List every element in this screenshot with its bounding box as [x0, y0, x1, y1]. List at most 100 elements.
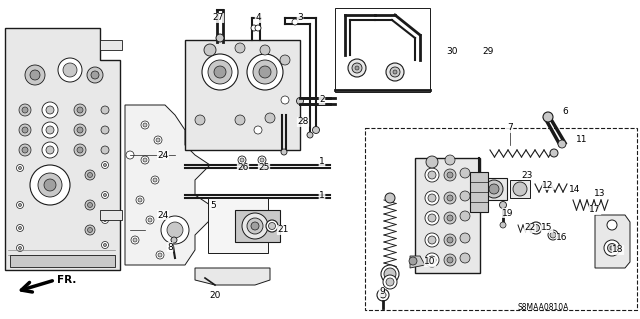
Circle shape	[281, 149, 287, 155]
Circle shape	[154, 136, 162, 144]
Circle shape	[386, 278, 394, 286]
Circle shape	[266, 220, 278, 232]
Circle shape	[425, 233, 439, 247]
Circle shape	[235, 43, 245, 53]
Circle shape	[428, 214, 436, 222]
Circle shape	[141, 156, 149, 164]
Circle shape	[171, 237, 177, 243]
Circle shape	[460, 253, 470, 263]
Circle shape	[447, 215, 453, 221]
Circle shape	[148, 218, 152, 222]
Circle shape	[19, 104, 31, 116]
Circle shape	[307, 132, 313, 138]
Bar	[100, 40, 122, 50]
Circle shape	[447, 237, 453, 243]
Circle shape	[530, 222, 542, 234]
Circle shape	[44, 179, 56, 191]
Bar	[365, 128, 637, 310]
Circle shape	[87, 67, 103, 83]
Text: 24: 24	[157, 151, 168, 160]
Circle shape	[46, 146, 54, 154]
Bar	[510, 180, 530, 198]
Circle shape	[42, 142, 58, 158]
Circle shape	[104, 243, 106, 247]
Circle shape	[296, 98, 303, 105]
Circle shape	[17, 202, 24, 209]
Circle shape	[202, 54, 238, 90]
Text: 17: 17	[589, 205, 601, 214]
Circle shape	[254, 126, 262, 134]
Text: 28: 28	[298, 117, 308, 127]
Circle shape	[253, 60, 277, 84]
Circle shape	[74, 104, 86, 116]
Circle shape	[214, 66, 226, 78]
Circle shape	[393, 70, 397, 74]
Circle shape	[102, 161, 109, 168]
Circle shape	[58, 58, 82, 82]
Circle shape	[17, 244, 24, 251]
Circle shape	[22, 147, 28, 153]
Polygon shape	[410, 256, 425, 268]
Circle shape	[607, 243, 616, 253]
Circle shape	[85, 225, 95, 235]
Text: 2: 2	[319, 95, 325, 105]
Circle shape	[156, 251, 164, 259]
Circle shape	[312, 127, 319, 133]
Circle shape	[447, 195, 453, 201]
Circle shape	[485, 180, 503, 198]
Circle shape	[251, 25, 257, 31]
Circle shape	[153, 178, 157, 182]
Circle shape	[151, 176, 159, 184]
Text: 10: 10	[424, 257, 436, 266]
Circle shape	[136, 196, 144, 204]
Circle shape	[161, 216, 189, 244]
Text: 16: 16	[556, 234, 568, 242]
Text: S8MAA0810A: S8MAA0810A	[517, 303, 569, 313]
Circle shape	[390, 67, 400, 77]
Circle shape	[133, 238, 137, 242]
Circle shape	[102, 241, 109, 249]
Circle shape	[104, 164, 106, 167]
Bar	[415, 158, 480, 273]
Text: 20: 20	[209, 291, 221, 300]
Circle shape	[46, 126, 54, 134]
Text: 5: 5	[210, 201, 216, 210]
Text: FR.: FR.	[57, 275, 76, 285]
Circle shape	[46, 106, 54, 114]
Circle shape	[77, 147, 83, 153]
Circle shape	[385, 193, 395, 203]
Circle shape	[352, 63, 362, 73]
Circle shape	[269, 222, 275, 229]
Circle shape	[138, 198, 142, 202]
Circle shape	[348, 59, 366, 77]
Circle shape	[102, 217, 109, 224]
Circle shape	[143, 123, 147, 127]
Text: 15: 15	[541, 224, 553, 233]
Circle shape	[101, 126, 109, 134]
Text: 14: 14	[570, 186, 580, 195]
Circle shape	[19, 226, 22, 229]
Circle shape	[460, 168, 470, 178]
Circle shape	[604, 240, 620, 256]
Circle shape	[380, 292, 386, 298]
Circle shape	[425, 191, 439, 205]
Circle shape	[19, 247, 22, 249]
Circle shape	[251, 222, 259, 230]
Circle shape	[74, 124, 86, 136]
Text: 11: 11	[576, 136, 588, 145]
Circle shape	[428, 194, 436, 202]
Circle shape	[281, 96, 289, 104]
Circle shape	[447, 257, 453, 263]
Circle shape	[500, 222, 506, 228]
Text: 30: 30	[446, 48, 458, 56]
Circle shape	[63, 63, 77, 77]
Circle shape	[513, 182, 527, 196]
Bar	[335, 8, 430, 92]
Circle shape	[156, 138, 160, 142]
Circle shape	[259, 66, 271, 78]
Circle shape	[426, 156, 438, 168]
Text: 4: 4	[255, 13, 261, 23]
Text: 9: 9	[379, 287, 385, 296]
Circle shape	[384, 268, 396, 280]
Text: 29: 29	[483, 48, 493, 56]
